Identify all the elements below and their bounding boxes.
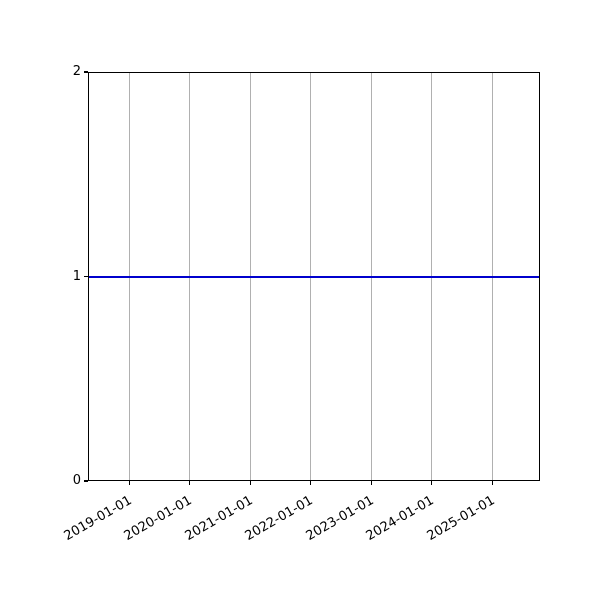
x-tick [249,481,251,485]
x-tick-label: 2019-01-01 [61,493,135,544]
x-tick-label: 2020-01-01 [121,493,195,544]
x-tick [128,481,130,485]
x-tick [310,481,312,485]
x-tick [189,481,191,485]
x-tick-label: 2022-01-01 [242,493,316,544]
y-tick-label: 1 [72,268,81,284]
y-tick [84,275,88,278]
x-tick-label: 2021-01-01 [182,493,256,544]
x-tick-label: 2023-01-01 [303,493,377,544]
y-tick-label: 2 [72,64,81,79]
x-tick [370,481,372,485]
x-tick-label: 2024-01-01 [363,493,437,544]
series-line [89,275,539,278]
y-tick [84,480,88,482]
x-tick [431,481,433,485]
x-tick [491,481,493,485]
y-tick-label: 0 [72,473,81,488]
x-tick-label: 2025-01-01 [424,493,498,544]
y-tick [84,71,88,73]
